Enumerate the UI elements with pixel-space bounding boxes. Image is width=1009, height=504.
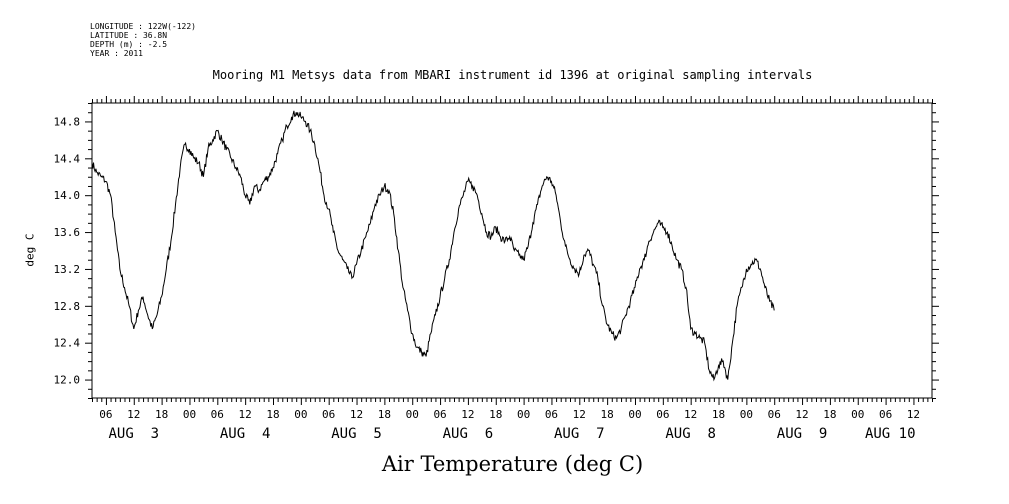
x-tick-label: 00 [851,408,864,421]
x-tick-label: 00 [183,408,196,421]
x-tick-label: 06 [433,408,446,421]
x-day-label: AUG 7 [554,426,605,442]
x-day-label: AUG 4 [220,426,271,442]
tick-marks [85,96,939,405]
x-tick-label: 18 [489,408,502,421]
x-tick-label: 18 [601,408,614,421]
metadata-block: LONGITUDE : 122W(-122) LATITUDE : 36.8N … [90,22,196,58]
x-tick-label: 18 [266,408,279,421]
x-tick-label: 06 [879,408,892,421]
x-tick-label: 18 [712,408,725,421]
x-tick-label: 12 [350,408,363,421]
y-tick-labels: 12.0 12.4 12.8 13.2 13.6 14.0 14.4 14.8 [54,115,81,386]
y-tick-label: 13.6 [54,226,81,239]
x-day-labels: AUG 3 AUG 4 AUG 5 AUG 6 AUG 7 AUG 8 AUG 9 AUG 1… [108,426,915,442]
x-tick-label: 00 [517,408,530,421]
x-tick-label: 12 [461,408,474,421]
x-axis-label: Air Temperature (deg C) [381,452,644,476]
depth-text: DEPTH (m) : -2.5 [90,40,168,49]
longitude-text: LONGITUDE : 122W(-122) [90,22,196,31]
x-tick-label: 00 [406,408,419,421]
x-tick-label: 06 [768,408,781,421]
y-tick-label: 14.4 [54,152,81,165]
plot-frame [91,102,933,399]
x-day-label: AUG 5 [331,426,382,442]
x-tick-label: 06 [656,408,669,421]
x-tick-label: 12 [239,408,252,421]
x-tick-label: 18 [378,408,391,421]
x-tick-label: 00 [740,408,753,421]
y-tick-label: 13.2 [54,263,81,276]
x-tick-label: 12 [907,408,920,421]
x-tick-label: 12 [573,408,586,421]
y-tick-label: 12.8 [54,300,81,313]
chart-title: Mooring M1 Metsys data from MBARI instru… [212,68,813,82]
year-text: YEAR : 2011 [90,49,143,58]
x-tick-label: 00 [628,408,641,421]
x-tick-label: 12 [684,408,697,421]
x-day-label: AUG 8 [665,426,716,442]
x-tick-label: 12 [795,408,808,421]
x-day-label: AUG 6 [443,426,494,442]
x-day-label: AUG 3 [108,426,159,442]
x-tick-label: 06 [322,408,335,421]
x-tick-label: 18 [823,408,836,421]
latitude-text: LATITUDE : 36.8N [90,31,168,40]
x-tick-label: 06 [99,408,112,421]
y-tick-label: 12.4 [54,337,81,350]
x-tick-labels: 06 12 18 00 06 12 18 00 06 12 18 00 06 12 18 00 06 12 18 00… [99,408,920,421]
x-tick-label: 00 [294,408,307,421]
x-tick-label: 06 [545,408,558,421]
x-tick-label: 06 [211,408,224,421]
x-tick-label: 12 [127,408,140,421]
air-temperature-line [91,110,775,382]
x-tick-label: 18 [155,408,168,421]
y-tick-label: 14.0 [54,189,81,202]
y-tick-label: 12.0 [54,374,81,387]
x-day-label: AUG 10 [865,426,916,442]
y-tick-label: 14.8 [54,115,81,128]
x-day-label: AUG 9 [777,426,828,442]
